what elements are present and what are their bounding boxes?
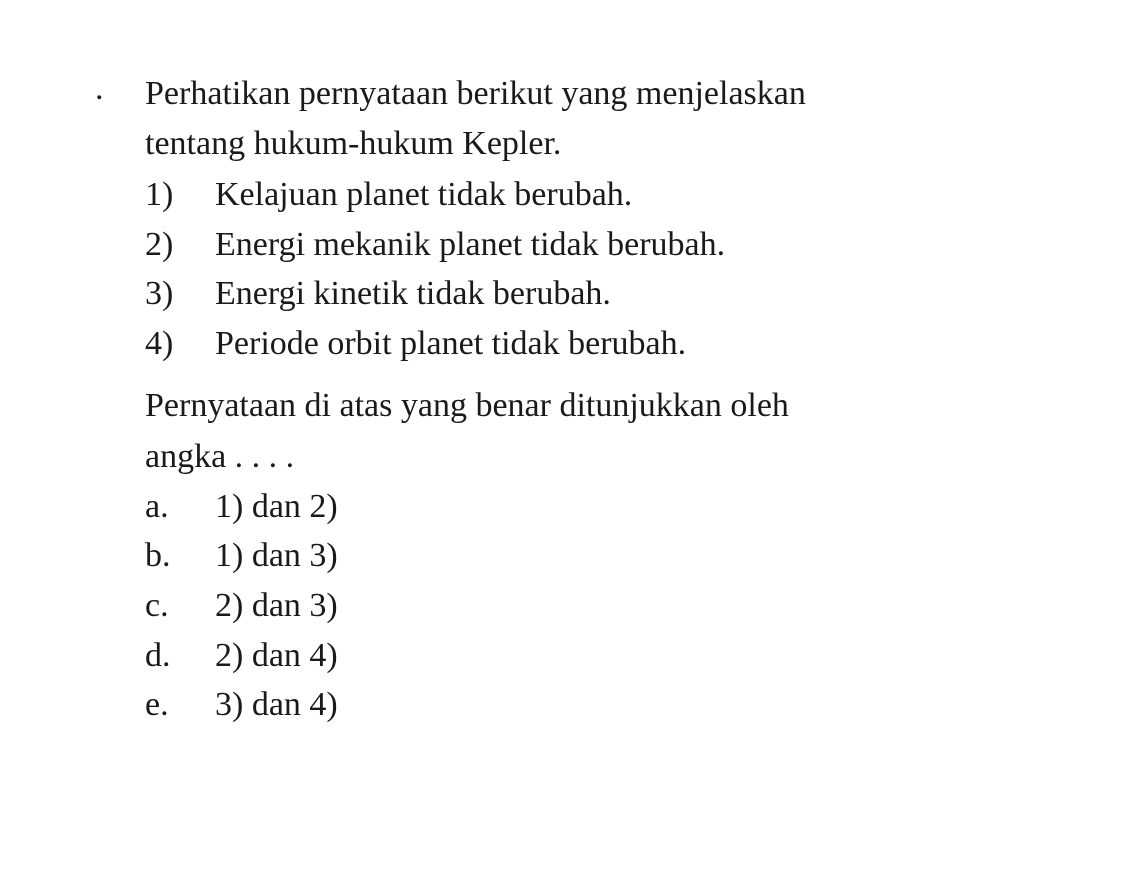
- statement-list: 1) Kelajuan planet tidak berubah. 2) Ene…: [145, 171, 1053, 367]
- option-letter: d.: [145, 632, 215, 680]
- statement-text: Energi kinetik tidak berubah.: [215, 270, 1053, 318]
- statement-text: Kelajuan planet tidak berubah.: [215, 171, 1053, 219]
- option-text: 2) dan 4): [215, 632, 1053, 680]
- question-prompt-line1: Pernyataan di atas yang benar ditunjukka…: [145, 382, 1053, 430]
- statement-number: 4): [145, 320, 215, 368]
- option-letter: c.: [145, 582, 215, 630]
- statement-number: 2): [145, 221, 215, 269]
- intro-text-line1: Perhatikan pernyataan berikut yang menje…: [145, 70, 1053, 118]
- statement-item: 3) Energi kinetik tidak berubah.: [145, 270, 1053, 318]
- option-item: c. 2) dan 3): [145, 582, 1053, 630]
- option-text: 2) dan 3): [215, 582, 1053, 630]
- option-letter: a.: [145, 483, 215, 531]
- statement-text: Energi mekanik planet tidak berubah.: [215, 221, 1053, 269]
- question-prompt-line2: angka . . . .: [145, 433, 1053, 481]
- option-list: a. 1) dan 2) b. 1) dan 3) c. 2) dan 3) d…: [145, 483, 1053, 729]
- statement-item: 2) Energi mekanik planet tidak berubah.: [145, 221, 1053, 269]
- statement-number: 1): [145, 171, 215, 219]
- option-item: e. 3) dan 4): [145, 681, 1053, 729]
- option-text: 3) dan 4): [215, 681, 1053, 729]
- option-letter: b.: [145, 532, 215, 580]
- option-item: d. 2) dan 4): [145, 632, 1053, 680]
- statement-item: 4) Periode orbit planet tidak berubah.: [145, 320, 1053, 368]
- option-item: a. 1) dan 2): [145, 483, 1053, 531]
- option-item: b. 1) dan 3): [145, 532, 1053, 580]
- statement-item: 1) Kelajuan planet tidak berubah.: [145, 171, 1053, 219]
- question-marker: .: [95, 70, 104, 108]
- option-letter: e.: [145, 681, 215, 729]
- intro-text-line2: tentang hukum-hukum Kepler.: [145, 120, 1053, 168]
- statement-number: 3): [145, 270, 215, 318]
- question-container: . Perhatikan pernyataan berikut yang men…: [80, 70, 1053, 729]
- option-text: 1) dan 3): [215, 532, 1053, 580]
- statement-text: Periode orbit planet tidak berubah.: [215, 320, 1053, 368]
- option-text: 1) dan 2): [215, 483, 1053, 531]
